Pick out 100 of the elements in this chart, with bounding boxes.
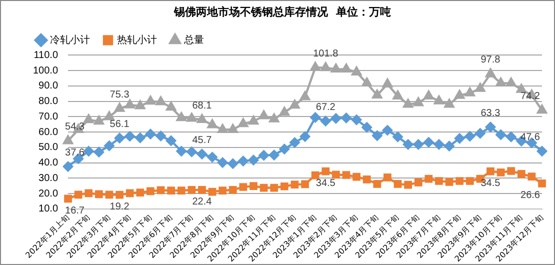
point	[116, 190, 124, 199]
point	[424, 137, 434, 148]
point	[290, 137, 300, 148]
point	[456, 177, 464, 185]
y-tick-label: 20.0	[38, 188, 58, 200]
point	[239, 183, 248, 191]
point	[341, 64, 352, 73]
point	[248, 116, 258, 125]
point	[320, 62, 331, 72]
point	[198, 186, 206, 194]
point	[413, 97, 424, 106]
point	[372, 90, 382, 99]
point	[402, 139, 414, 150]
point	[270, 184, 278, 192]
point	[279, 144, 290, 154]
y-tick-label: 70.0	[38, 111, 58, 122]
point	[485, 122, 496, 132]
point	[516, 84, 526, 93]
data-label: 67.2	[316, 102, 336, 113]
point	[464, 87, 475, 96]
point	[114, 102, 125, 112]
data-label: 16.7	[65, 205, 85, 216]
point	[176, 112, 186, 122]
point	[104, 111, 114, 120]
chart-title: 锡佛两地市场不锈钢总库存情况 单位：万吨	[173, 5, 391, 18]
point	[228, 186, 237, 194]
y-tick-label: 90.0	[38, 80, 58, 92]
y-tick-label: 80.0	[38, 96, 58, 108]
point	[373, 180, 382, 188]
point	[536, 146, 548, 156]
point	[434, 95, 444, 104]
point	[145, 96, 156, 105]
y-tick-label: 110.0	[34, 50, 58, 61]
point	[188, 186, 196, 194]
point	[434, 139, 444, 150]
point	[352, 66, 362, 76]
point	[74, 190, 82, 199]
point	[301, 180, 309, 188]
point	[310, 62, 320, 71]
data-label: 19.2	[110, 202, 130, 213]
point	[310, 112, 320, 123]
point	[166, 102, 176, 111]
legend-label: 冷轧小计	[50, 34, 90, 46]
point	[362, 122, 372, 132]
point	[280, 182, 288, 190]
point	[196, 148, 208, 160]
point	[186, 146, 197, 157]
point	[404, 180, 412, 189]
point	[218, 186, 227, 194]
point	[84, 146, 94, 156]
point	[311, 171, 320, 180]
point	[332, 170, 340, 179]
point	[300, 91, 310, 100]
point	[260, 184, 268, 192]
point	[62, 161, 74, 172]
point	[156, 130, 166, 142]
point	[207, 152, 218, 162]
point	[279, 106, 290, 116]
point	[238, 118, 248, 128]
point	[207, 119, 218, 128]
data-label: 26.6	[520, 190, 540, 202]
point	[177, 186, 186, 194]
point	[507, 167, 516, 175]
data-label: 75.3	[110, 89, 130, 100]
y-tick-label: 100.0	[32, 65, 58, 76]
point	[94, 116, 104, 125]
point	[63, 135, 74, 144]
point	[186, 112, 197, 122]
data-label: 101.8	[313, 48, 339, 60]
point	[475, 128, 486, 138]
point	[145, 128, 156, 140]
point	[445, 178, 454, 186]
point	[126, 189, 134, 198]
point	[537, 104, 547, 114]
point	[528, 172, 536, 180]
point	[218, 124, 228, 133]
point	[403, 98, 414, 108]
data-label: 37.6	[65, 147, 85, 158]
point	[362, 78, 372, 87]
point	[208, 188, 216, 196]
point	[413, 139, 424, 150]
point	[217, 157, 228, 168]
point	[269, 113, 280, 122]
point	[300, 131, 310, 142]
point	[485, 68, 496, 78]
point	[330, 64, 341, 73]
point	[506, 78, 516, 87]
point	[341, 112, 352, 124]
point	[250, 182, 258, 190]
point	[258, 150, 269, 160]
point	[228, 124, 238, 133]
point	[290, 180, 299, 188]
point	[444, 140, 454, 152]
point	[124, 131, 135, 142]
point	[84, 114, 94, 124]
legend-label: 热轧小计	[117, 34, 157, 46]
point	[146, 187, 154, 196]
point	[320, 116, 331, 126]
data-label: 34.5	[480, 178, 501, 190]
point	[486, 167, 494, 176]
